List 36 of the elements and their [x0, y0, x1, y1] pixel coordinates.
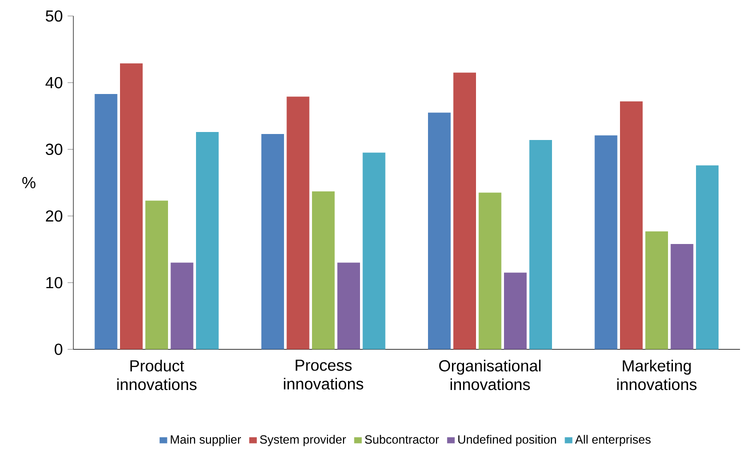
y-tick-label: 0: [54, 344, 62, 355]
x-tick-label: Product innovations: [117, 360, 197, 390]
legend-label: System provider: [260, 434, 346, 446]
bar: [145, 200, 168, 350]
bar: [286, 96, 310, 350]
x-tick-label: Marketing innovations: [617, 360, 697, 390]
bar: [120, 63, 143, 350]
bar: [504, 272, 527, 350]
legend-label: Subcontractor: [364, 434, 439, 444]
bar: [478, 192, 502, 350]
bar: [428, 112, 451, 350]
bar: [94, 94, 118, 350]
y-tick-label: 40: [46, 77, 62, 88]
bar: [261, 134, 284, 350]
bar: [529, 140, 552, 350]
bar: [312, 191, 335, 350]
legend-label: All enterprises: [575, 434, 651, 446]
legend-label: Undefined position: [458, 434, 556, 446]
bar: [645, 231, 668, 350]
y-tick-label: 50: [46, 10, 62, 22]
legend-label: Main supplier: [170, 434, 242, 446]
x-tick-label: Process innovations: [284, 360, 364, 390]
bar: [362, 152, 386, 350]
bar: [453, 72, 476, 350]
y-tick-label: 10: [46, 277, 62, 288]
bar: [196, 132, 219, 350]
y-tick-label: 30: [46, 144, 62, 155]
bar: [170, 262, 194, 350]
y-axis-title: %: [22, 177, 36, 188]
bar: [696, 165, 719, 350]
bar: [594, 135, 618, 350]
bar: [620, 101, 643, 350]
x-tick-label: Organisational innovations: [439, 360, 540, 390]
bar: [670, 244, 694, 350]
bar: [337, 262, 360, 350]
y-tick-label: 20: [46, 210, 62, 222]
